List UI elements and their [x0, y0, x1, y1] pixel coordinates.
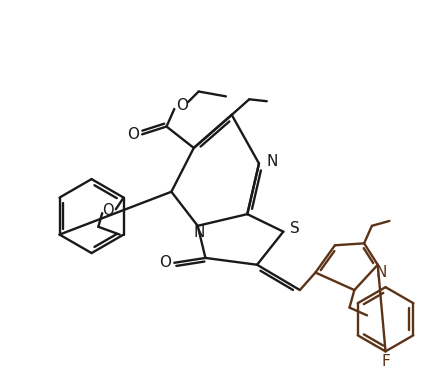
Text: F: F [381, 354, 390, 368]
Text: O: O [102, 203, 114, 218]
Text: O: O [127, 127, 139, 142]
Text: O: O [176, 98, 188, 113]
Text: N: N [267, 154, 278, 169]
Text: O: O [159, 255, 171, 270]
Text: S: S [290, 221, 300, 236]
Text: N: N [376, 265, 387, 280]
Text: N: N [194, 225, 205, 240]
